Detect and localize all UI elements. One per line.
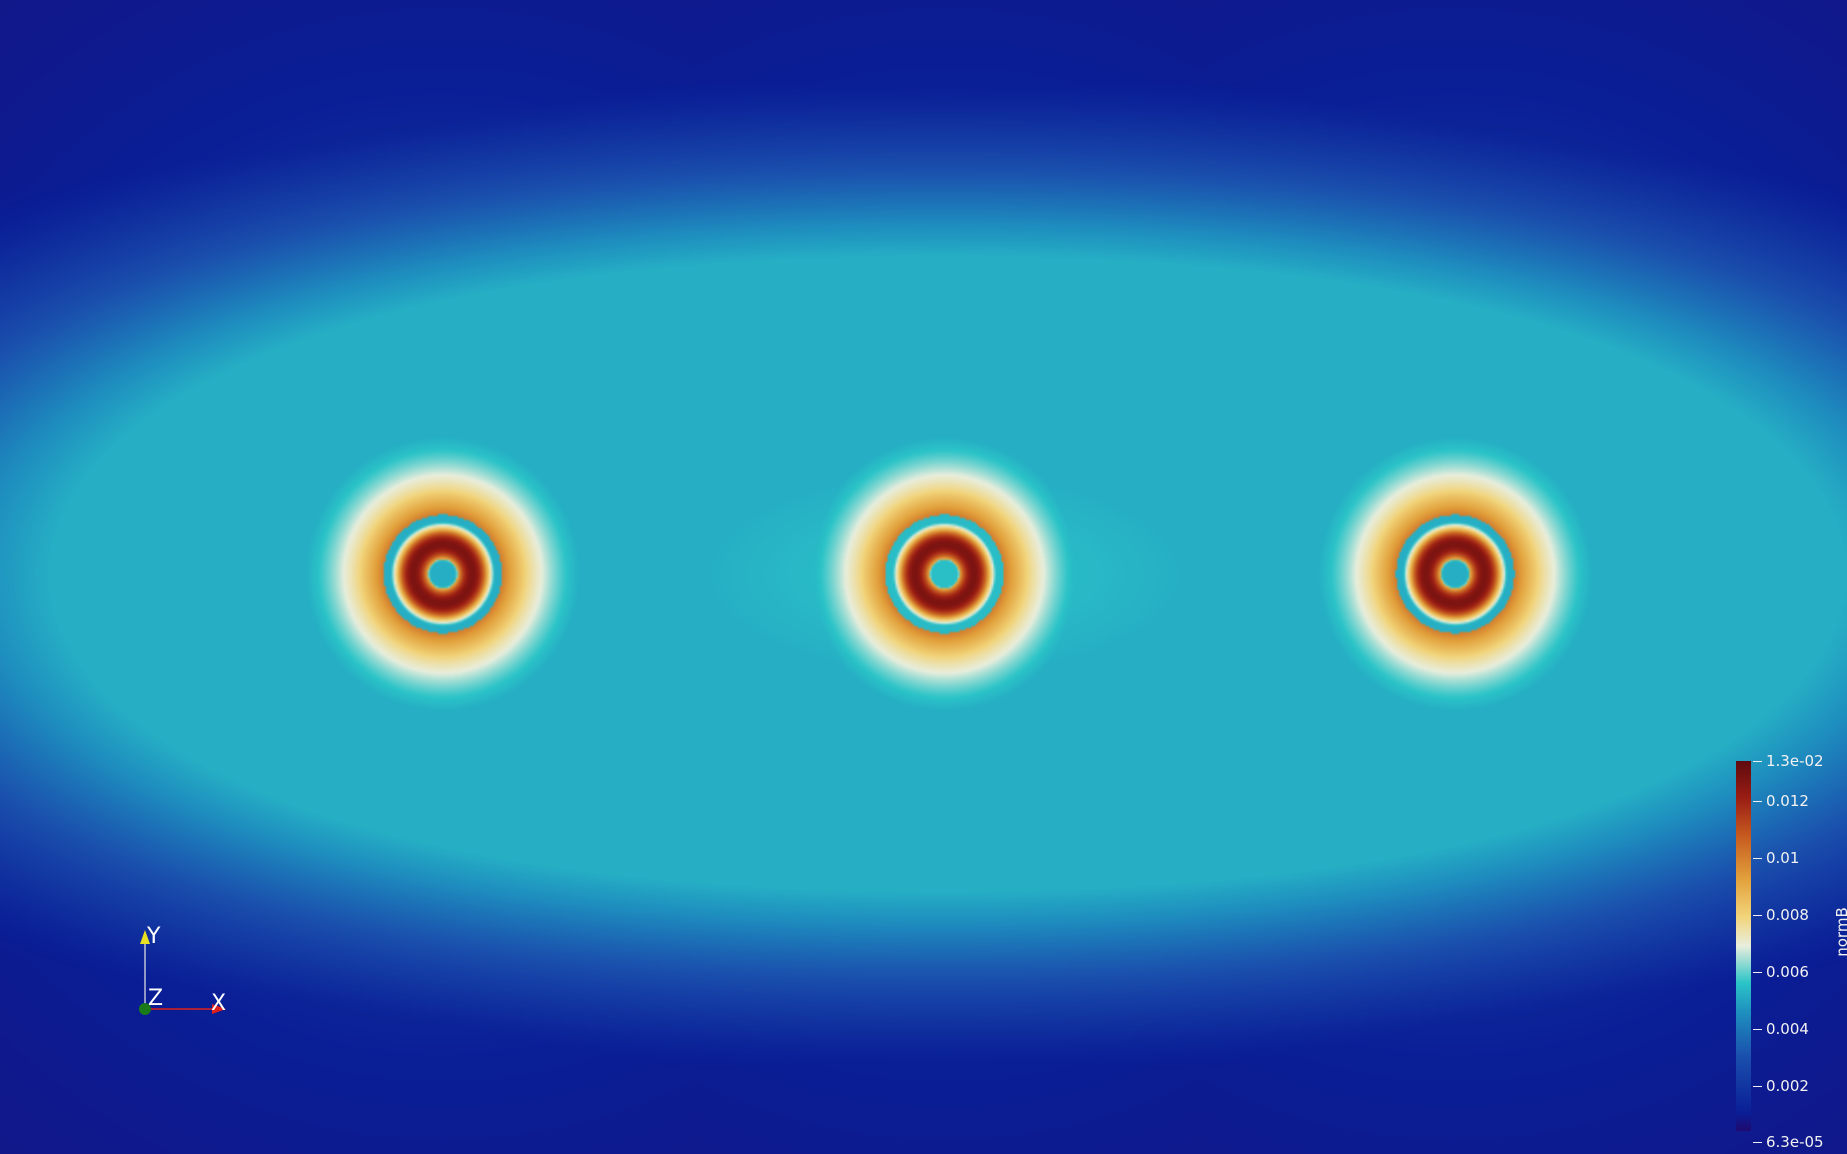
y-axis-label: Y <box>147 926 160 948</box>
x-axis-label: X <box>211 993 226 1015</box>
z-axis-label: Z <box>148 988 163 1010</box>
orientation-axes-widget: Y Z X <box>120 920 240 1030</box>
